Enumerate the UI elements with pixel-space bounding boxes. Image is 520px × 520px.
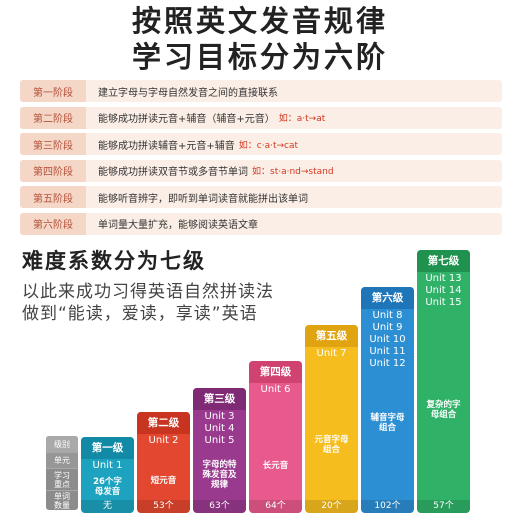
level-name: 第四级 [249, 361, 302, 383]
level-name: 第六级 [361, 287, 414, 309]
unit-label: Unit 11 [369, 346, 406, 357]
unit-label: Unit 3 [204, 411, 235, 422]
stage-row: 第三阶段 能够成功拼读辅音+元音+辅音 如：c·a·t→cat [20, 133, 502, 155]
stage-desc: 能够成功拼读辅音+元音+辅音 [98, 140, 235, 152]
legend-level: 级别 [46, 436, 78, 453]
level-focus: 短元音 [150, 476, 177, 486]
stage-row: 第二阶段 能够成功拼读元音+辅音（辅音+元音） 如：a·t→at [20, 106, 502, 129]
level-units: Unit 2 [137, 435, 190, 447]
level-column: 第五级 Unit 7 元音字母组合 20个 [305, 325, 358, 513]
level-name: 第七级 [417, 250, 470, 272]
level-units: Unit 7 [305, 348, 358, 360]
level-name: 第一级 [81, 437, 134, 459]
level-word-count: 20个 [305, 500, 358, 513]
unit-label: Unit 12 [369, 358, 406, 369]
stage-desc: 能够听音辨字，即听到单词读音就能拼出该单词 [98, 193, 308, 205]
level-units: Unit 6 [249, 384, 302, 396]
level-units: Unit 1 [81, 460, 134, 472]
stage-example: 如：a·t→at [278, 114, 326, 124]
stage-desc: 能够成功拼读双音节或多音节单词 [98, 167, 248, 178]
unit-label: Unit 8 [372, 310, 403, 321]
main-title-line2: 学习目标分为六阶 [131, 40, 388, 74]
unit-label: Unit 2 [148, 435, 179, 446]
level-word-count: 53个 [137, 500, 190, 513]
stage-label: 第一阶段 [20, 80, 86, 102]
subtitle-line2: 做到“能读，爱读，享读”英语 [22, 304, 258, 324]
unit-label: Unit 1 [92, 460, 123, 471]
main-title-line1: 按照英文发音规律 [131, 4, 388, 38]
unit-label: Unit 7 [316, 348, 347, 359]
legend-unit: 单元 [46, 453, 78, 469]
level-word-count: 57个 [417, 500, 470, 513]
stage-row: 第一阶段 建立字母与字母自然发音之间的直接联系 [20, 80, 502, 102]
level-column: 第二级 Unit 2 短元音 53个 [137, 412, 190, 513]
level-column: 第六级 Unit 8 Unit 9 Unit 10 Unit 11 Unit 12 辅音字母… [361, 287, 414, 513]
stage-label: 第四阶段 [20, 159, 86, 182]
level-name: 第三级 [193, 388, 246, 410]
level-column: 第四级 Unit 6 长元音 64个 [249, 361, 302, 513]
level-units: Unit 13 Unit 14 Unit 15 [417, 273, 470, 309]
unit-label: Unit 5 [204, 435, 235, 446]
stage-row: 第五阶段 能够听音辨字，即听到单词读音就能拼出该单词 [20, 186, 502, 208]
stage-label: 第二阶段 [20, 106, 86, 129]
legend-column: 级别 单元 学习重点 单词数量 [46, 436, 78, 510]
level-focus: 元音字母组合 [314, 435, 349, 455]
level-name: 第二级 [137, 412, 190, 434]
unit-label: Unit 15 [425, 297, 462, 308]
stage-list: 第一阶段 建立字母与字母自然发音之间的直接联系 第二阶段 能够成功拼读元音+辅音（辅… [20, 80, 502, 239]
unit-label: Unit 9 [372, 322, 403, 333]
unit-label: Unit 13 [425, 273, 462, 284]
stage-label: 第六阶段 [20, 212, 86, 235]
level-focus: 辅音字母组合 [370, 413, 405, 433]
unit-label: Unit 6 [260, 384, 291, 395]
stage-desc: 单词量大量扩充，能够阅读英语文章 [98, 220, 258, 231]
subtitle-line1: 以此来成功习得英语自然拼读法 [22, 282, 274, 302]
level-word-count: 102个 [361, 500, 414, 513]
level-focus: 复杂的字母组合 [426, 400, 461, 420]
level-column: 第七级 Unit 13 Unit 14 Unit 15 复杂的字母组合 57个 [417, 250, 470, 513]
section-title: 难度系数分为七级 [22, 249, 206, 273]
stage-example: 如：c·a·t→cat [238, 140, 299, 151]
level-units: Unit 8 Unit 9 Unit 10 Unit 11 Unit 12 [361, 310, 414, 370]
level-units: Unit 3 Unit 4 Unit 5 [193, 411, 246, 447]
level-word-count: 63个 [193, 500, 246, 513]
unit-label: Unit 4 [204, 423, 235, 434]
level-focus: 26个字母发音 [93, 477, 122, 497]
stage-desc: 建立字母与字母自然发音之间的直接联系 [98, 87, 278, 99]
stage-label: 第五阶段 [20, 186, 86, 208]
legend-focus: 学习重点 [46, 469, 78, 491]
level-focus: 字母的特殊发音及规律 [202, 460, 237, 490]
level-column: 第一级 Unit 1 26个字母发音无 [81, 437, 134, 513]
stage-row: 第四阶段 能够成功拼读双音节或多音节单词 如：st·a·nd→stand [20, 159, 502, 182]
level-name: 第五级 [305, 325, 358, 347]
unit-label: Unit 14 [425, 285, 462, 296]
level-word-count: 64个 [249, 500, 302, 513]
unit-label: Unit 10 [369, 334, 406, 345]
level-column: 第三级 Unit 3 Unit 4 Unit 5 字母的特殊发音及规律 63个 [193, 388, 246, 513]
stage-label: 第三阶段 [20, 133, 86, 155]
level-focus: 长元音 [262, 461, 289, 471]
stage-example: 如：st·a·nd→stand [252, 167, 334, 177]
level-word-count: 无 [81, 500, 134, 513]
stage-desc: 能够成功拼读元音+辅音（辅音+元音） [98, 114, 275, 125]
legend-count: 单词数量 [54, 491, 70, 510]
stage-row: 第六阶段 单词量大量扩充，能够阅读英语文章 [20, 212, 502, 235]
